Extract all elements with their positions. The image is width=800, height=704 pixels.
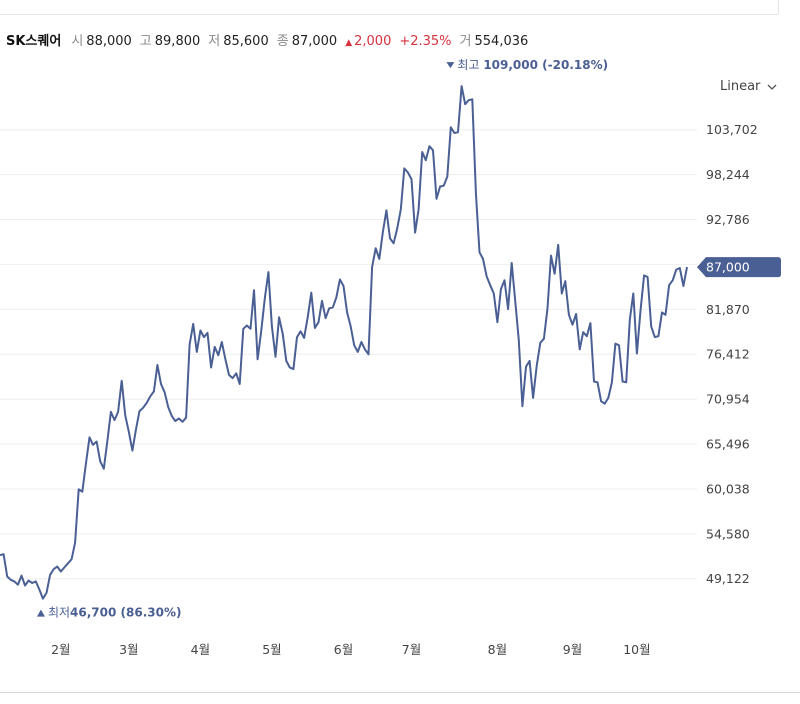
down-triangle-icon <box>446 62 455 69</box>
y-tick-label: 49,122 <box>706 571 750 586</box>
x-tick-label: 4월 <box>191 642 210 657</box>
max-annotation-label: 최고 <box>457 58 483 72</box>
volume-value: 554,036 <box>474 34 529 49</box>
y-tick-label: 103,702 <box>706 122 758 137</box>
max-annotation-value: 109,000 (-20.18%) <box>483 58 608 72</box>
x-tick-label: 2월 <box>51 642 70 657</box>
high-label: 고 <box>139 34 152 49</box>
max-annotation: 최고 109,000 (-20.18%) <box>457 58 608 72</box>
up-triangle-icon: ▲ <box>345 38 353 48</box>
up-triangle-icon <box>36 609 45 617</box>
bottom-divider <box>0 692 800 693</box>
min-annotation-label: 최저 <box>48 606 70 620</box>
y-tick-label: 76,412 <box>706 347 750 362</box>
low-value: 85,600 <box>223 34 269 49</box>
open-label: 시 <box>71 34 84 49</box>
quote-header: SK스퀘어 시 88,000 고 89,800 저 85,600 종 87,00… <box>6 30 536 50</box>
min-annotation-value: 46,700 (86.30%) <box>70 606 181 620</box>
y-tick-label: 54,580 <box>706 526 750 541</box>
change-value: 2,000 <box>354 34 392 49</box>
y-tick-label: 70,954 <box>706 392 750 407</box>
last-price-label: 87,000 <box>706 260 750 275</box>
x-tick-label: 3월 <box>119 642 138 657</box>
x-tick-label: 8월 <box>488 642 507 657</box>
x-tick-label: 10월 <box>623 642 650 657</box>
scale-dropdown-value: Linear <box>720 79 761 94</box>
y-tick-label: 65,496 <box>706 437 750 452</box>
x-tick-label: 7월 <box>402 642 421 657</box>
open-value: 88,000 <box>86 34 132 49</box>
chevron-down-icon <box>767 84 777 90</box>
volume-label: 거 <box>459 34 472 49</box>
y-tick-label: 92,786 <box>706 212 750 227</box>
y-tick-label: 60,038 <box>706 481 750 496</box>
price-series-line <box>0 85 688 600</box>
low-label: 저 <box>208 34 221 49</box>
scale-dropdown[interactable]: Linear <box>720 79 777 94</box>
close-label: 종 <box>276 34 289 49</box>
x-tick-label: 9월 <box>563 642 582 657</box>
y-tick-label: 98,244 <box>706 167 750 182</box>
last-price-badge <box>697 257 781 278</box>
close-value: 87,000 <box>291 34 338 49</box>
top-divider <box>0 0 779 15</box>
x-tick-label: 6월 <box>334 642 353 657</box>
min-annotation: 최저46,700 (86.30%) <box>48 606 182 620</box>
stock-name: SK스퀘어 <box>6 34 62 49</box>
high-value: 89,800 <box>154 34 201 49</box>
change-percent: +2.35% <box>399 34 452 49</box>
y-tick-label: 81,870 <box>706 302 750 317</box>
x-tick-label: 5월 <box>262 642 281 657</box>
